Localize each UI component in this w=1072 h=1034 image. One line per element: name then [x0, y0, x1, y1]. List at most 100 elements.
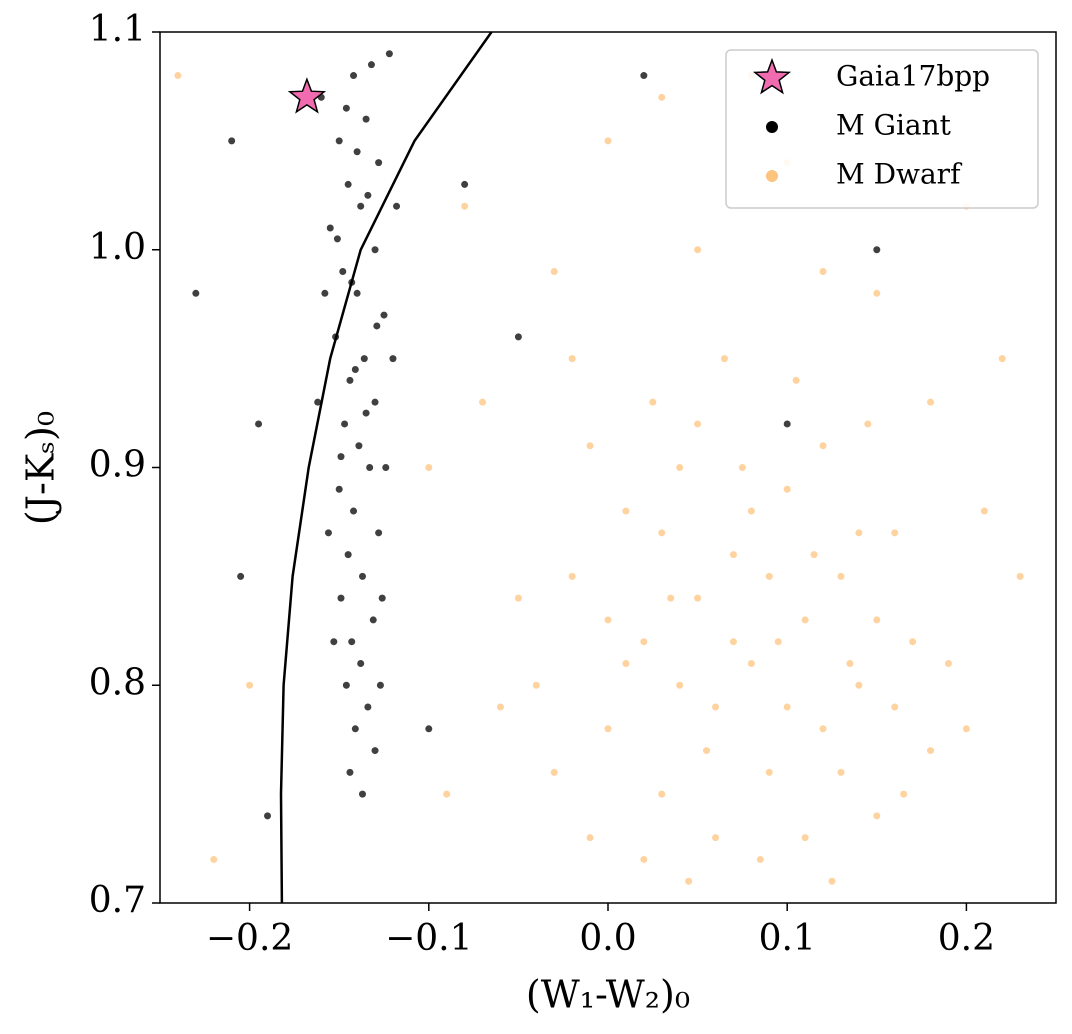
point: [837, 768, 845, 776]
point: [461, 202, 469, 210]
point: [658, 790, 666, 798]
point: [712, 703, 720, 711]
point: [333, 235, 341, 243]
x-tick-label: 0.1: [759, 918, 816, 959]
point: [375, 529, 383, 537]
point: [720, 355, 728, 363]
star-point: [287, 77, 327, 114]
point: [586, 442, 594, 450]
point: [927, 398, 935, 406]
point: [864, 420, 872, 428]
point: [192, 289, 200, 297]
point: [765, 572, 773, 580]
point: [891, 529, 899, 537]
point: [819, 442, 827, 450]
point: [747, 659, 755, 667]
point: [358, 572, 366, 580]
point: [330, 638, 338, 646]
point: [980, 507, 988, 515]
point: [237, 572, 245, 580]
point: [342, 104, 350, 112]
point: [342, 681, 350, 689]
point: [774, 638, 782, 646]
point: [380, 311, 388, 319]
point: [712, 834, 720, 842]
point: [337, 453, 345, 461]
point: [909, 638, 917, 646]
point: [351, 725, 359, 733]
point: [738, 464, 746, 471]
point: [1016, 572, 1024, 580]
y-axis-label: (J-Kₛ)₀: [19, 411, 63, 525]
point: [855, 529, 863, 537]
point: [353, 289, 361, 297]
point: [479, 398, 487, 406]
legend-marker: [766, 121, 778, 133]
boundary-curve: [279, 32, 493, 903]
point: [819, 725, 827, 733]
point: [667, 594, 675, 602]
point: [337, 594, 345, 602]
point: [341, 420, 349, 428]
point: [371, 246, 379, 254]
point: [371, 398, 379, 406]
point: [729, 638, 737, 646]
point: [369, 616, 377, 624]
point: [339, 268, 347, 276]
point: [703, 747, 711, 755]
point: [425, 464, 433, 471]
point: [376, 681, 384, 689]
point: [378, 594, 386, 602]
point: [604, 137, 612, 145]
point: [640, 72, 648, 80]
point: [873, 812, 881, 820]
point: [604, 725, 612, 733]
point: [344, 551, 352, 559]
point: [676, 681, 684, 689]
point: [747, 507, 755, 515]
point: [685, 877, 693, 885]
point: [765, 768, 773, 776]
point: [514, 594, 522, 602]
point: [658, 93, 666, 101]
point: [962, 725, 970, 733]
point: [927, 747, 935, 755]
legend-marker: [766, 170, 778, 182]
point: [367, 61, 375, 69]
point: [783, 703, 791, 711]
point: [496, 703, 504, 711]
point: [694, 420, 702, 428]
x-tick-label: 0.2: [938, 918, 995, 959]
point: [357, 202, 365, 210]
x-tick-label: 0.0: [579, 918, 636, 959]
point: [357, 659, 365, 667]
point: [264, 812, 272, 820]
point: [314, 398, 322, 406]
point: [350, 507, 358, 515]
point: [382, 464, 390, 471]
point: [801, 616, 809, 624]
legend-marker: [752, 57, 792, 95]
point: [346, 376, 354, 384]
point: [393, 202, 401, 210]
point: [998, 355, 1006, 363]
y-tick-label: 0.8: [89, 662, 146, 703]
point: [891, 703, 899, 711]
point: [640, 855, 648, 863]
point: [348, 638, 356, 646]
point: [255, 420, 263, 428]
legend-label: M Giant: [836, 109, 952, 142]
point: [846, 659, 854, 667]
point: [362, 409, 370, 417]
point: [351, 366, 359, 374]
point: [371, 747, 379, 755]
point: [443, 790, 451, 798]
point: [350, 72, 358, 80]
point: [346, 768, 354, 776]
point: [855, 681, 863, 689]
point: [783, 420, 791, 428]
point: [246, 681, 254, 689]
point: [873, 616, 881, 624]
point: [586, 834, 594, 842]
y-tick-label: 1.0: [89, 227, 146, 268]
